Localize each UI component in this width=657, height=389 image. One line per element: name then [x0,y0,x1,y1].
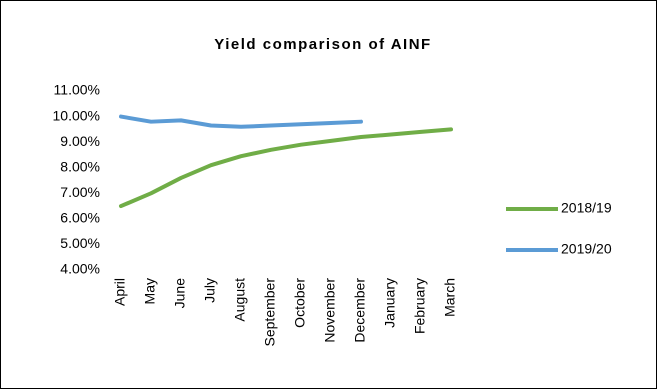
y-tick-label: 9.00% [60,133,100,149]
chart-title: Yield comparison of AINF [214,36,431,53]
x-tick-label: February [412,278,428,334]
x-tick-label: August [232,278,248,322]
line-series [119,127,453,209]
y-tick-label: 6.00% [60,210,100,226]
x-tick-label: June [172,278,188,309]
y-tick-label: 8.00% [60,158,100,174]
x-tick-label: March [442,278,458,317]
legend-label: 2018/19 [561,200,612,216]
y-tick-label: 7.00% [60,184,100,200]
x-tick-label: May [142,278,158,304]
y-tick-label: 4.00% [60,261,100,277]
x-tick-label: April [112,278,128,306]
y-tick-label: 5.00% [60,235,100,251]
x-tick-label: January [382,278,398,328]
legend-label: 2019/20 [561,241,612,257]
x-tick-label: December [352,278,368,343]
y-tick-label: 11.00% [54,82,100,98]
x-tick-label: July [202,278,218,303]
x-tick-label: November [322,278,338,343]
line-series [119,114,363,129]
x-tick-label: October [292,278,308,328]
y-tick-label: 10.00% [53,107,100,123]
x-tick-label: September [262,278,278,347]
